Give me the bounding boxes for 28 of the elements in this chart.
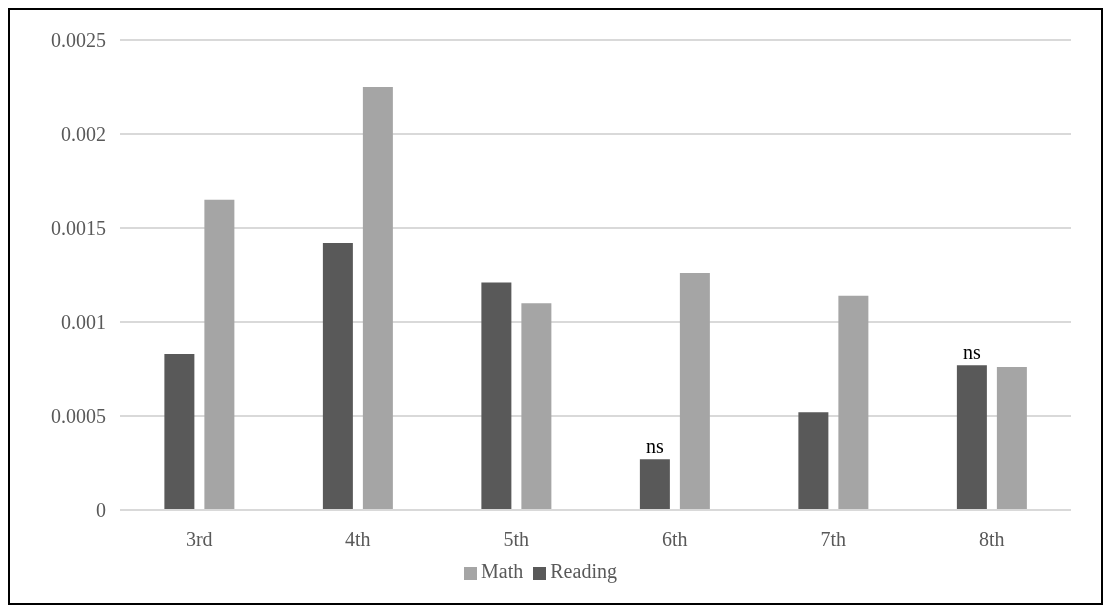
bar bbox=[521, 303, 552, 510]
x-tick-label: 4th bbox=[344, 528, 371, 551]
annotation: ns bbox=[645, 435, 664, 458]
y-tick-label: 0.0005 bbox=[51, 405, 106, 428]
bar bbox=[996, 367, 1027, 510]
legend-label: Math bbox=[481, 560, 524, 582]
legend-label: Reading bbox=[550, 560, 617, 582]
bar bbox=[362, 87, 393, 510]
x-tick-label: 6th bbox=[661, 528, 688, 551]
y-tick-label: 0 bbox=[96, 499, 106, 522]
bar bbox=[798, 412, 829, 510]
bar bbox=[481, 282, 512, 510]
y-tick-label: 0.001 bbox=[61, 311, 106, 334]
y-tick-label: 0.0015 bbox=[51, 217, 106, 240]
bar bbox=[204, 199, 235, 510]
y-tick-label: 0.0025 bbox=[51, 29, 106, 52]
x-tick-label: 5th bbox=[503, 528, 530, 551]
x-tick-label: 3rd bbox=[185, 528, 213, 551]
annotation: ns bbox=[962, 341, 981, 364]
bar bbox=[679, 273, 710, 510]
y-tick-label: 0.002 bbox=[61, 123, 106, 146]
bar bbox=[639, 459, 670, 510]
x-tick-label: 8th bbox=[978, 528, 1005, 551]
bar bbox=[164, 353, 195, 510]
bar bbox=[838, 295, 869, 510]
x-tick-label: 7th bbox=[820, 528, 847, 551]
bar bbox=[956, 365, 987, 510]
bar bbox=[322, 243, 353, 510]
